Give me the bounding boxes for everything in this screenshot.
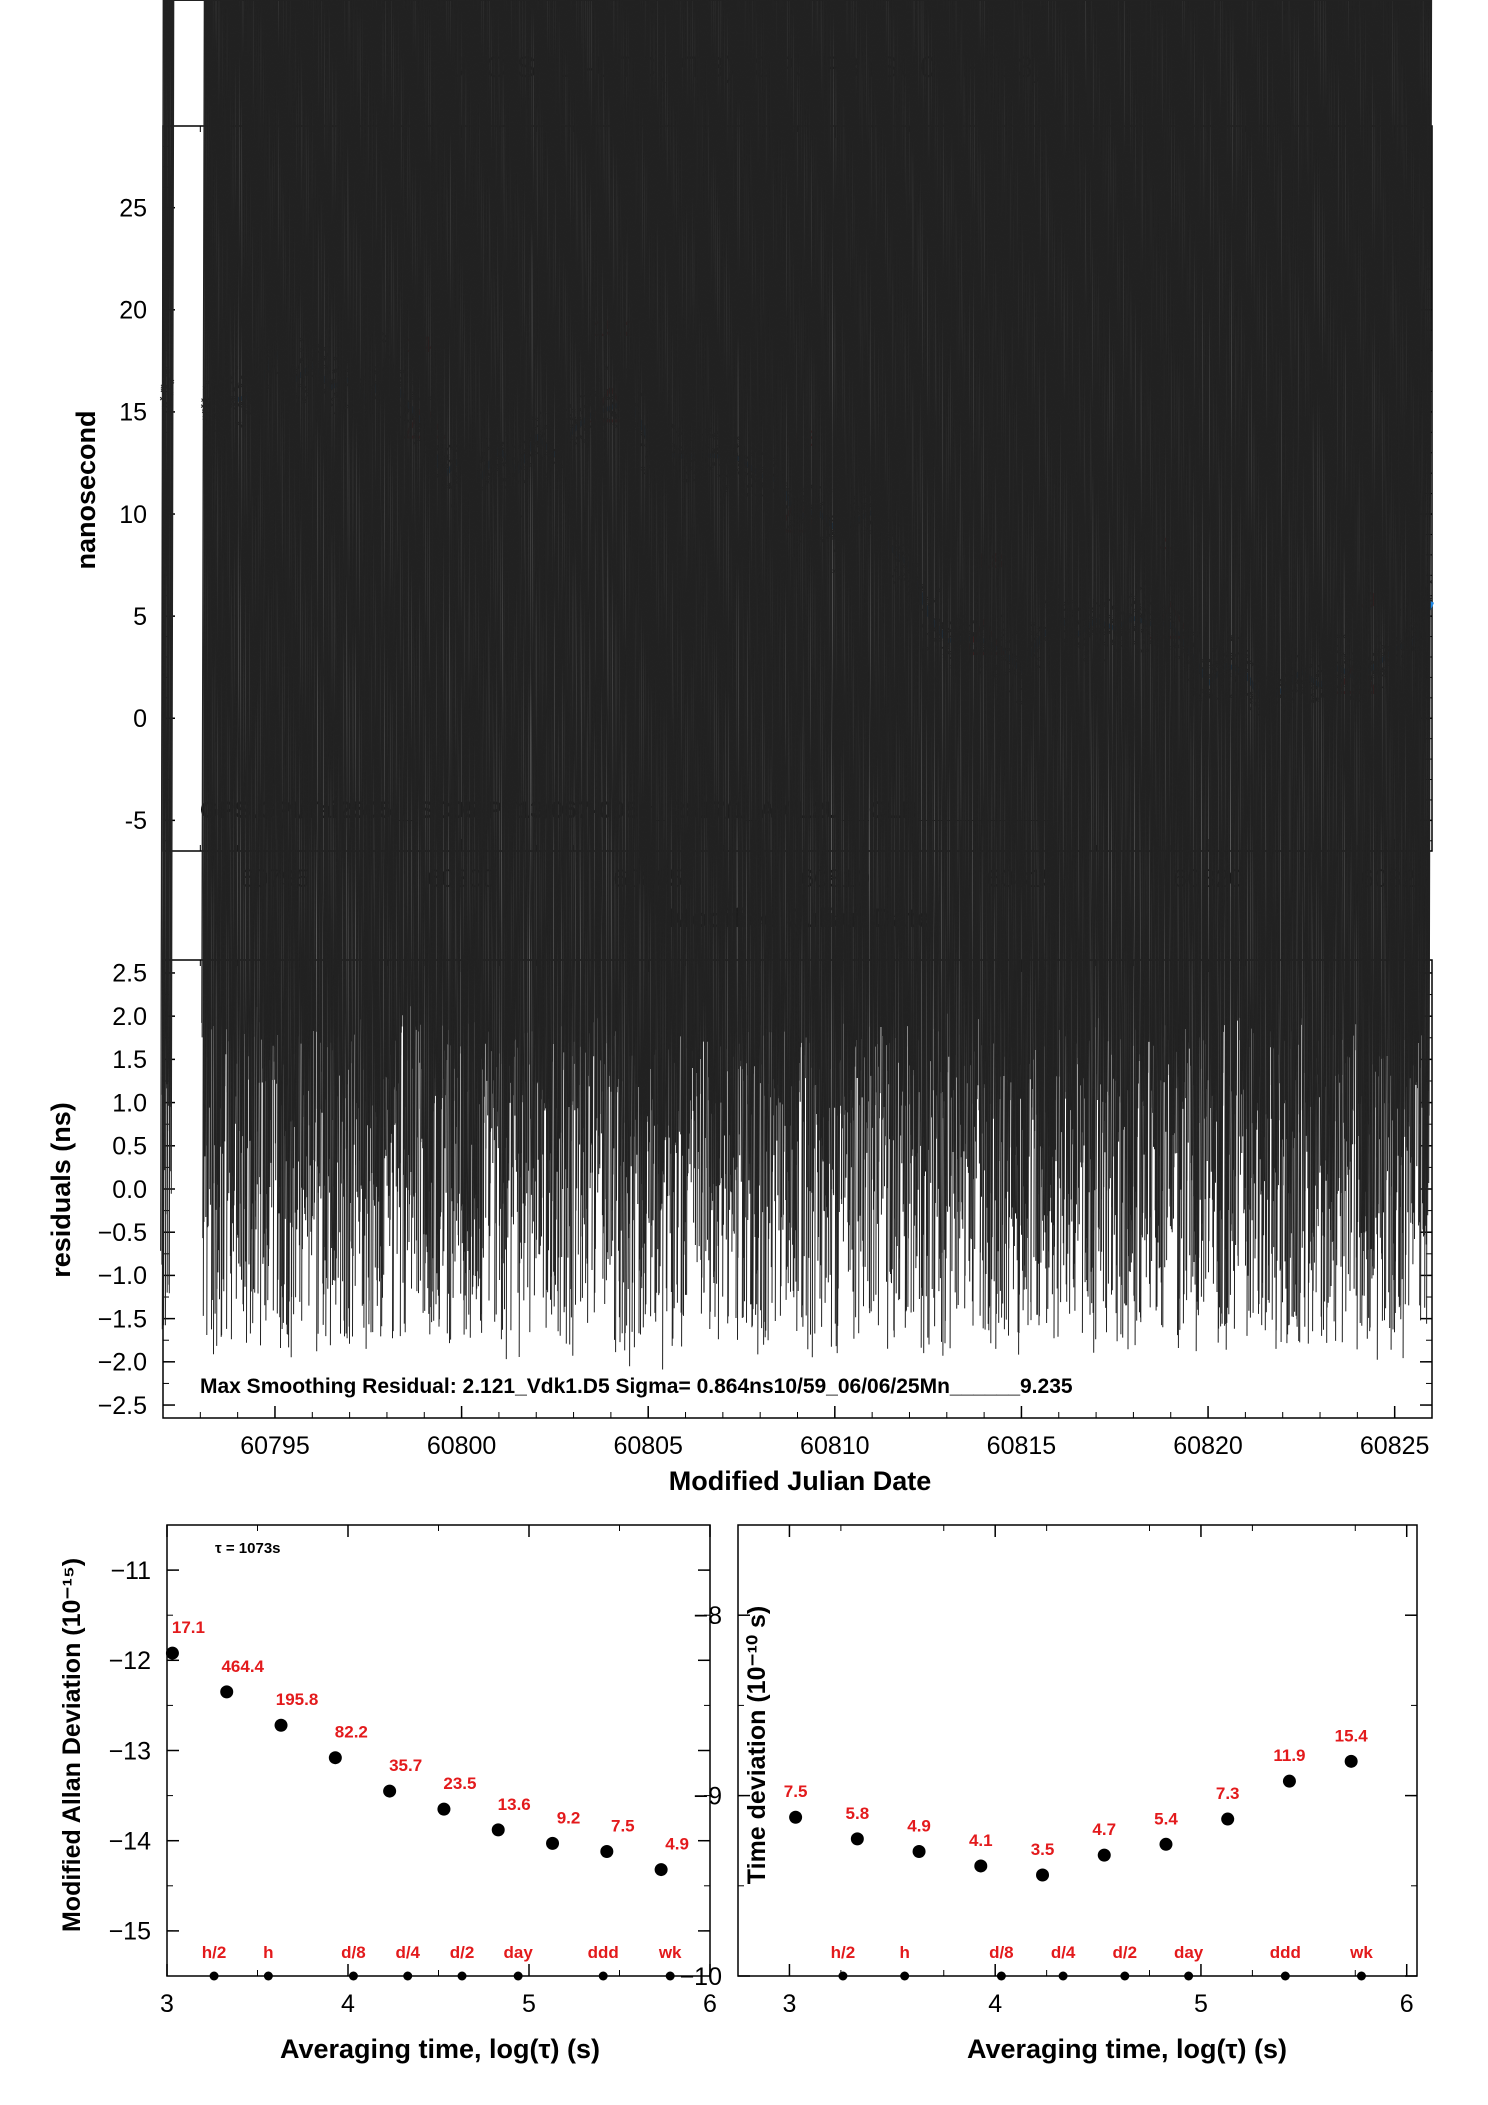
residuals-xlabel: Modified Julian Date xyxy=(669,1466,932,1496)
residuals-ytick-label: 1.0 xyxy=(112,1089,147,1117)
residuals-ytick-label: −1.0 xyxy=(98,1262,147,1290)
mdev-xlabel: Averaging time, log(τ) (s) xyxy=(280,2034,600,2064)
residuals-xtick-label: 60810 xyxy=(800,1432,870,1460)
residuals-xtick-label: 60815 xyxy=(987,1432,1057,1460)
mdev-panel: Modified Allan Deviation (10⁻¹⁵) Averagi… xyxy=(58,1540,600,2064)
residuals-annotation: Max Smoothing Residual: 2.121_Vdk1.D5 Si… xyxy=(200,1375,1073,1398)
main-point xyxy=(225,409,230,414)
main-ylabel: nanosecond xyxy=(71,410,101,569)
residuals-ytick-label: −1.5 xyxy=(98,1305,147,1333)
main-point xyxy=(449,485,453,489)
main-ytick-label: 10 xyxy=(119,501,147,529)
main-ytick-label: 15 xyxy=(119,399,147,427)
residuals-xtick-label: 60805 xyxy=(613,1432,683,1460)
residuals-ytick-label: −2.5 xyxy=(98,1392,147,1420)
mdev-note: τ = 1073s xyxy=(215,1540,281,1557)
main-ytick-label: 5 xyxy=(133,603,147,631)
residuals-xtick-label: 60800 xyxy=(427,1432,497,1460)
residuals-scatter xyxy=(161,1,1432,1373)
chart-marks: 60795 60800 60805 60810 60815 60820 60825 -5 0 5 1… xyxy=(98,1,1435,2018)
residuals-ytick-label: 2.5 xyxy=(112,960,147,988)
mdev-ylabel: Modified Allan Deviation (10⁻¹⁵) xyxy=(58,1558,86,1932)
residuals-ytick-label: 0.0 xyxy=(112,1176,147,1204)
main-ytick-label: 25 xyxy=(119,194,147,222)
residuals-ytick-label: 2.0 xyxy=(112,1003,147,1031)
residuals-ytick-label: −0.5 xyxy=(98,1219,147,1247)
tdev-ylabel: Time deviation (10⁻¹⁰ s) xyxy=(743,1606,771,1884)
residuals-ylabel: residuals (ns) xyxy=(46,1102,76,1278)
tdev-panel: Time deviation (10⁻¹⁰ s) Averaging time,… xyxy=(743,1606,1287,2064)
residuals-panel: residuals (ns) Modified Julian Date Max … xyxy=(46,1102,1073,1496)
tdev-xlabel: Averaging time, log(τ) (s) xyxy=(967,2034,1287,2064)
main-ytick-label: 20 xyxy=(119,297,147,325)
residuals-xtick-label: 60825 xyxy=(1360,1432,1430,1460)
residuals-ytick-label: −2.0 xyxy=(98,1349,147,1377)
residuals-ytick-label: 1.5 xyxy=(112,1046,147,1074)
residuals-xtick-label: 60820 xyxy=(1173,1432,1243,1460)
main-point xyxy=(500,457,504,462)
main-ytick-label: -5 xyxy=(125,807,147,835)
main-ytick-label: 0 xyxy=(133,705,147,733)
residuals-xtick-label: 60795 xyxy=(240,1432,310,1460)
residuals-ytick-label: 0.5 xyxy=(112,1133,147,1161)
